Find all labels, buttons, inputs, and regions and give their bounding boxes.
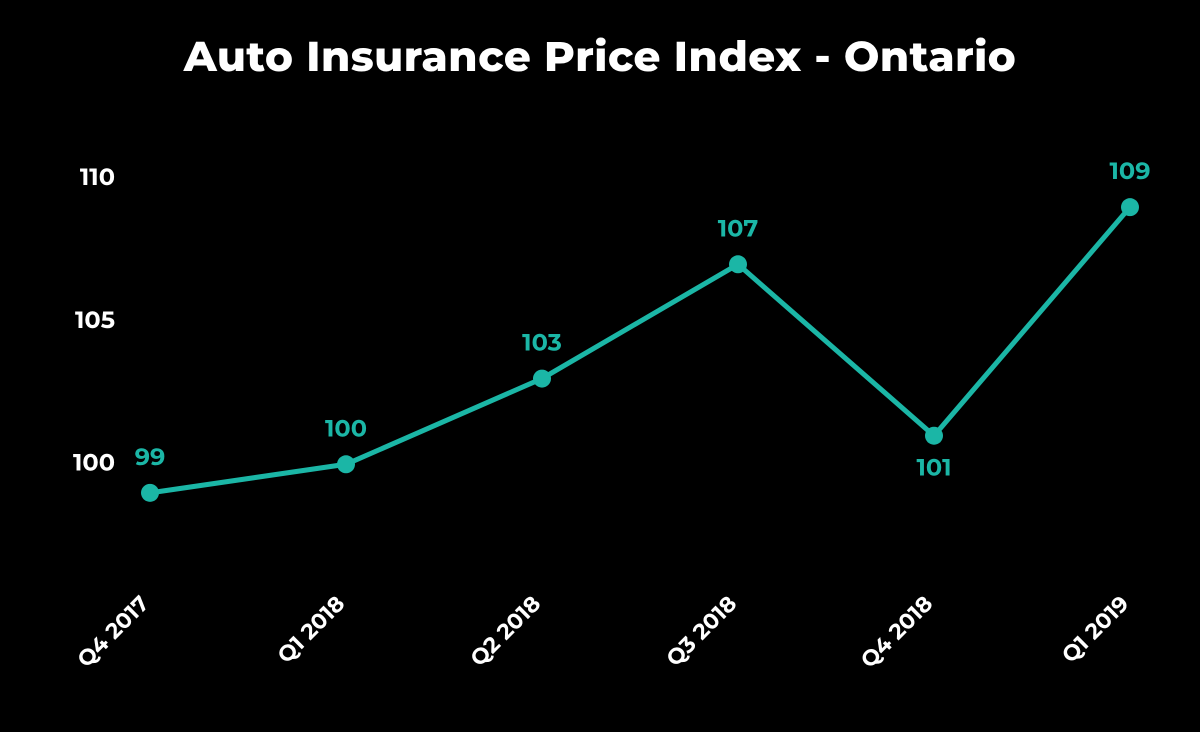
data-marker bbox=[1121, 198, 1139, 216]
data-marker bbox=[337, 455, 355, 473]
x-tick-label: Q2 2018 bbox=[465, 590, 547, 672]
data-label: 109 bbox=[1110, 157, 1151, 186]
chart-area: 100 105 110 99 100 103 107 101 109 Q4 2017 Q1 2018… bbox=[50, 120, 1150, 680]
x-tick-label: Q1 2019 bbox=[1056, 590, 1134, 668]
x-tick-label: Q3 2018 bbox=[661, 590, 743, 672]
data-label: 107 bbox=[718, 214, 759, 243]
x-tick-label: Q1 2018 bbox=[272, 590, 351, 669]
data-marker bbox=[141, 484, 159, 502]
x-tick-label: Q4 2017 bbox=[71, 590, 154, 673]
y-tick-label: 105 bbox=[75, 306, 115, 335]
x-tick-label: Q4 2018 bbox=[855, 590, 938, 673]
data-marker bbox=[533, 370, 551, 388]
y-tick-label: 110 bbox=[80, 163, 115, 192]
chart-svg: 100 105 110 99 100 103 107 101 109 Q4 2017 Q1 2018… bbox=[50, 120, 1150, 680]
line-series bbox=[150, 207, 1130, 493]
data-marker bbox=[729, 255, 747, 273]
data-marker bbox=[925, 427, 943, 445]
data-label: 103 bbox=[522, 329, 562, 358]
y-tick-label: 100 bbox=[73, 449, 115, 478]
data-label: 99 bbox=[135, 443, 166, 472]
chart-title: Auto Insurance Price Index - Ontario bbox=[0, 30, 1200, 82]
data-label: 101 bbox=[916, 454, 951, 483]
data-label: 100 bbox=[325, 414, 367, 443]
